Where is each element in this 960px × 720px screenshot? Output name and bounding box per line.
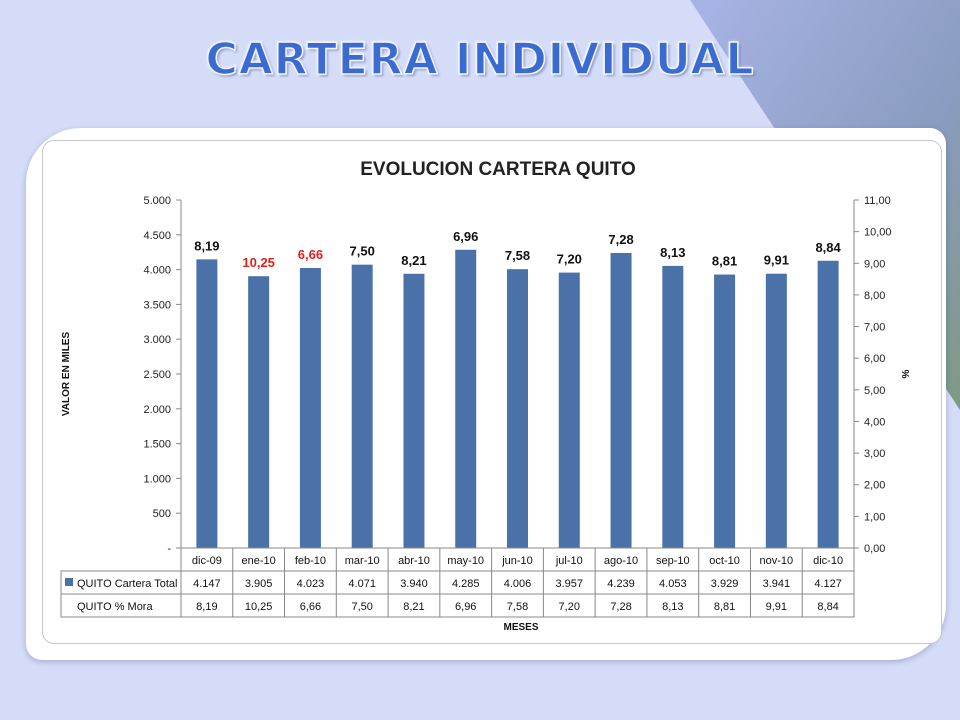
table-cell: 8,19 xyxy=(196,601,217,613)
y-axis-title: VALOR EN MILES xyxy=(61,332,72,417)
table-cell: 7,50 xyxy=(351,601,372,613)
x-tick-label: abr-10 xyxy=(398,555,430,567)
y-tick-label: 4.500 xyxy=(143,230,171,242)
y-tick-label: 500 xyxy=(153,508,171,520)
x-tick-label: jun-10 xyxy=(501,555,533,567)
data-label: 9,91 xyxy=(764,253,789,268)
y2-tick-label: 11,00 xyxy=(864,195,891,207)
table-cell: 7,28 xyxy=(610,601,631,613)
table-cell: 7,20 xyxy=(559,601,580,613)
bar xyxy=(610,252,632,548)
x-tick-label: nov-10 xyxy=(760,555,794,567)
x-tick-label: mar-10 xyxy=(345,555,380,567)
x-tick-label: jul-10 xyxy=(555,555,583,567)
table-cell: 8,21 xyxy=(403,601,424,613)
x-tick-label: may-10 xyxy=(447,555,484,567)
x-tick-label: dic-09 xyxy=(192,555,222,567)
x-tick-label: feb-10 xyxy=(295,555,326,567)
data-label: 8,21 xyxy=(401,253,426,268)
y-tick-label: 1.500 xyxy=(143,439,171,451)
y-tick-label: 2.000 xyxy=(143,404,171,416)
x-tick-label: sep-10 xyxy=(656,555,690,567)
chart-frame: EVOLUCION CARTERA QUITO - 500 1.000 1.500 2.… xyxy=(42,140,942,644)
y2-tick-label: 3,00 xyxy=(864,448,885,460)
data-label: 8,84 xyxy=(815,240,841,255)
y-tick-label: 5.000 xyxy=(143,195,171,207)
bar xyxy=(299,267,321,548)
y-tick-label: 2.500 xyxy=(143,369,171,381)
y-tick-label: 3.500 xyxy=(143,299,171,311)
data-label: 7,50 xyxy=(350,244,375,259)
chart-title: EVOLUCION CARTERA QUITO xyxy=(360,159,636,180)
bar xyxy=(662,265,684,548)
table-cell: 4.127 xyxy=(814,578,842,590)
table-cell: 4.053 xyxy=(659,578,687,590)
bar xyxy=(196,259,218,548)
y2-tick-label: 10,00 xyxy=(864,227,892,239)
x-tick-label: dic-10 xyxy=(813,555,843,567)
table-cell: 6,66 xyxy=(300,601,321,613)
data-label: 8,19 xyxy=(194,238,219,253)
bar xyxy=(817,260,839,548)
legend-label: QUITO % Mora xyxy=(77,601,153,613)
y2-tick-label: 7,00 xyxy=(864,322,885,334)
bar xyxy=(403,273,425,548)
data-label: 7,58 xyxy=(505,248,530,263)
data-label: 10,25 xyxy=(242,255,275,270)
table-cell: 3.957 xyxy=(556,578,584,590)
y2-axis-title: % xyxy=(901,369,912,378)
table-cell: 8,81 xyxy=(714,601,735,613)
table-cell: 4.023 xyxy=(297,578,325,590)
table-cell: 7,58 xyxy=(507,601,528,613)
chart-body: - 500 1.000 1.500 2.000 2.500 3.000 3.500 4.000 4… xyxy=(60,195,912,633)
y2-tick-label: 5,00 xyxy=(864,385,885,397)
table-cell: 8,84 xyxy=(817,601,838,613)
table-cell: 3.940 xyxy=(400,578,428,590)
bar xyxy=(714,274,736,548)
x-tick-label: ago-10 xyxy=(604,555,638,567)
y-tick-label: 3.000 xyxy=(143,334,171,346)
y2-tick-label: 6,00 xyxy=(864,353,885,365)
data-label: 6,96 xyxy=(453,229,478,244)
y-tick-label: 4.000 xyxy=(143,265,171,277)
legend-label: QUITO Cartera Total xyxy=(77,578,177,590)
legend-swatch xyxy=(65,578,73,586)
table-cell: 8,13 xyxy=(662,601,683,613)
table-cell: 4.285 xyxy=(452,578,480,590)
data-label: 8,13 xyxy=(660,245,685,260)
bar xyxy=(455,249,477,548)
x-tick-label: oct-10 xyxy=(709,555,740,567)
x-axis-title: MESES xyxy=(503,622,538,633)
table-cell: 4.147 xyxy=(193,578,221,590)
table-cell: 3.929 xyxy=(711,578,739,590)
table-cell: 9,91 xyxy=(766,601,787,613)
chart: EVOLUCION CARTERA QUITO - 500 1.000 1.500 2.… xyxy=(60,159,912,633)
y2-tick-label: 4,00 xyxy=(864,416,885,428)
table-cell: 4.071 xyxy=(348,578,376,590)
y-tick-label: - xyxy=(167,543,171,555)
y2-tick-label: 2,00 xyxy=(864,480,885,492)
table-cell: 6,96 xyxy=(455,601,476,613)
data-label: 8,81 xyxy=(712,254,737,269)
y2-tick-label: 0,00 xyxy=(864,543,885,555)
x-tick-label: ene-10 xyxy=(242,555,276,567)
y2-tick-label: 8,00 xyxy=(864,290,885,302)
data-label: 7,20 xyxy=(557,252,582,267)
table-cell: 4.006 xyxy=(504,578,532,590)
table-cell: 4.239 xyxy=(607,578,635,590)
slide-title: CARTERA INDIVIDUAL xyxy=(205,33,755,86)
table-cell: 3.941 xyxy=(763,578,791,590)
table-cell: 3.905 xyxy=(245,578,273,590)
data-label: 6,66 xyxy=(298,247,323,262)
bar xyxy=(558,272,580,548)
y-tick-label: 1.000 xyxy=(143,473,171,485)
bar xyxy=(507,269,528,548)
bar xyxy=(765,273,787,548)
table-cell: 10,25 xyxy=(245,601,273,613)
data-label: 7,28 xyxy=(608,232,633,247)
bar xyxy=(351,264,373,548)
y2-tick-label: 1,00 xyxy=(864,511,885,523)
bar xyxy=(248,276,270,548)
y2-tick-label: 9,00 xyxy=(864,258,885,270)
